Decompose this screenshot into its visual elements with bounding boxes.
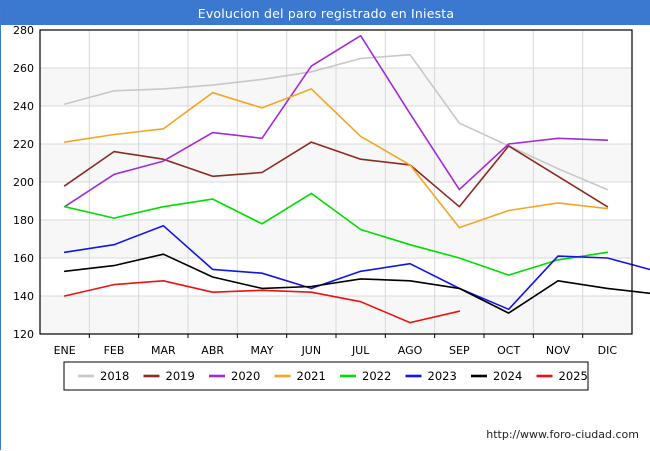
- series-line-2020: [63, 34, 609, 208]
- x-axis-tick-label: ENE: [54, 344, 76, 357]
- y-axis-tick-label: 160: [13, 252, 34, 265]
- series-line-2018: [63, 53, 609, 191]
- y-axis-tick-label: 240: [13, 100, 34, 113]
- window-title-bar: Evolucion del paro registrado en Iniesta: [1, 1, 650, 25]
- x-axis-tick-label: ABR: [201, 344, 224, 357]
- x-axis-tick-label: OCT: [497, 344, 520, 357]
- legend-label-2025[interactable]: 2025: [559, 369, 588, 383]
- y-axis-tick-labels: 120 140 160 180 200 220 240 260 280: [13, 25, 34, 341]
- legend-label-2019[interactable]: 2019: [166, 369, 195, 383]
- x-axis-tick-label: FEB: [104, 344, 125, 357]
- data-series-layer: [63, 34, 650, 324]
- line-chart: 120 140 160 180 200 220 240 260 280 ENE FEB MAR ABR…: [13, 25, 650, 391]
- page-title: Evolucion del paro registrado en Iniesta: [197, 5, 455, 21]
- y-axis-tick-label: 180: [13, 214, 34, 227]
- x-axis-tick-labels: ENE FEB MAR ABR MAY JUN JUL AGO SEP OCT NOV DIC: [54, 344, 618, 357]
- y-axis-tick-label: 260: [13, 62, 34, 75]
- x-axis-tick-label: AGO: [398, 344, 423, 357]
- legend-label-2023[interactable]: 2023: [428, 369, 457, 383]
- y-axis-tick-label: 220: [13, 138, 34, 151]
- x-axis-tick-label: MAY: [251, 344, 274, 357]
- y-axis-tick-label: 140: [13, 290, 34, 303]
- y-axis-tick-label: 120: [13, 328, 34, 341]
- series-line-2019: [63, 141, 609, 208]
- gridlines: [40, 30, 632, 334]
- x-axis-tick-label: SEP: [449, 344, 470, 357]
- x-axis-tick-label: DIC: [598, 344, 618, 357]
- legend-label-2024[interactable]: 2024: [493, 369, 522, 383]
- legend-label-2022[interactable]: 2022: [362, 369, 391, 383]
- legend-label-2021[interactable]: 2021: [297, 369, 326, 383]
- series-line-2021: [63, 88, 609, 229]
- plot-frame: [39, 29, 633, 335]
- legend-label-2018[interactable]: 2018: [100, 369, 129, 383]
- chart-legend: 2018 2019 2020 2021 2022 2023 2024 2025: [63, 361, 589, 391]
- x-axis-tick-label: JUN: [301, 344, 322, 357]
- y-axis-tick-label: 280: [13, 25, 34, 37]
- source-url: http://www.foro-ciudad.com: [486, 428, 639, 441]
- x-axis-tick-label: NOV: [546, 344, 571, 357]
- x-axis-tick-label: MAR: [151, 344, 176, 357]
- x-axis-tick-label: JUL: [351, 344, 370, 357]
- series-line-2022: [63, 192, 609, 276]
- legend-label-2020[interactable]: 2020: [231, 369, 260, 383]
- series-line-2023: [63, 224, 650, 311]
- series-line-2025: [63, 280, 461, 324]
- y-axis-tick-label: 200: [13, 176, 34, 189]
- x-axis-tick-marks: [88, 334, 584, 338]
- chart-area: 120 140 160 180 200 220 240 260 280 ENE FEB MAR ABR…: [1, 25, 650, 451]
- series-line-2024: [63, 253, 650, 314]
